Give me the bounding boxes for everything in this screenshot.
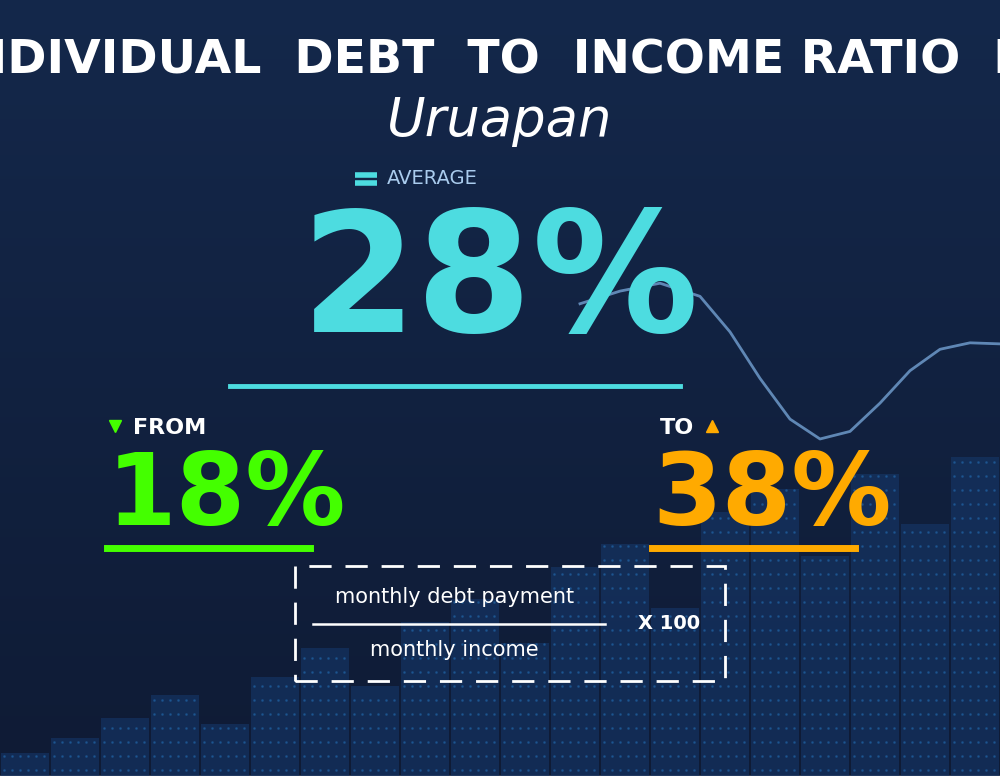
Text: Uruapan: Uruapan [387,95,613,147]
Bar [151,695,199,776]
Bar [301,649,349,776]
Text: monthly income: monthly income [370,640,538,660]
Bar [601,544,649,776]
Bar [201,724,249,776]
Bar [851,474,899,776]
Text: AVERAGE: AVERAGE [387,169,478,189]
Bar [101,718,149,776]
Bar [701,512,749,776]
Bar [751,489,799,776]
Bar [1,753,49,776]
Bar [451,599,499,776]
Bar [951,457,999,776]
Text: FROM: FROM [133,418,206,438]
Bar [51,738,99,776]
Text: 18%: 18% [107,449,346,546]
Text: 38%: 38% [652,449,891,546]
Text: INDIVIDUAL  DEBT  TO  INCOME RATIO  IN: INDIVIDUAL DEBT TO INCOME RATIO IN [0,39,1000,84]
Text: X 100: X 100 [638,614,700,633]
Text: 28%: 28% [301,205,699,368]
Bar [901,524,949,776]
Bar [551,567,599,776]
Bar [401,622,449,776]
Text: monthly debt payment: monthly debt payment [335,587,574,607]
Bar [651,608,699,776]
Bar [351,686,399,776]
Bar [251,677,299,776]
Bar [501,643,549,776]
Bar [801,556,849,776]
Text: TO: TO [660,418,694,438]
